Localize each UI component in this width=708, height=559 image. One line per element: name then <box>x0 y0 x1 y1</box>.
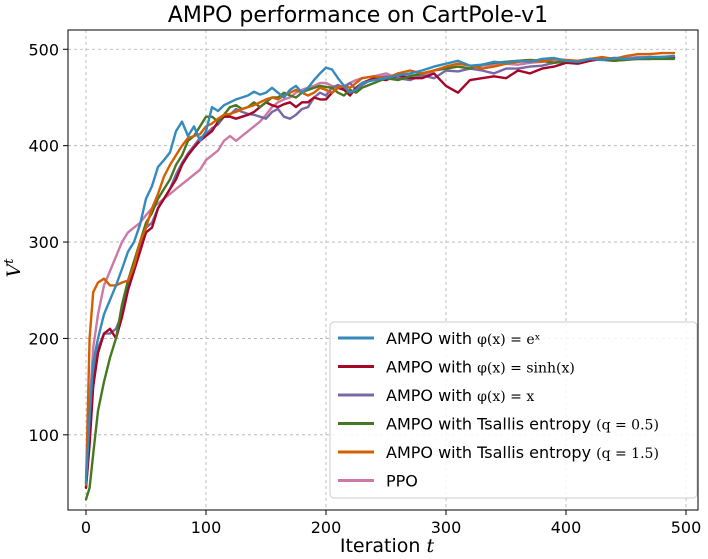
y-tick-label: 400 <box>28 137 59 156</box>
y-axis-label: Vt <box>2 258 25 278</box>
series-line <box>84 54 676 485</box>
y-tick-label: 100 <box>28 426 59 445</box>
x-tick-label: 300 <box>431 518 462 537</box>
legend-entry: AMPO with φ(x) = x <box>386 386 534 405</box>
y-tick-label: 200 <box>28 329 59 348</box>
legend-frame <box>329 321 698 499</box>
x-tick-label: 500 <box>671 518 702 537</box>
x-tick-label: 200 <box>311 518 342 537</box>
x-tick-label: 400 <box>551 518 582 537</box>
y-tick-label: 300 <box>28 233 59 252</box>
legend-entry: PPO <box>386 472 418 491</box>
series-line <box>84 56 676 489</box>
legend-entry: AMPO with Tsallis entropy (q = 0.5) <box>386 415 659 434</box>
plot-frame <box>67 29 699 511</box>
x-tick-label: 100 <box>191 518 222 537</box>
legend-entry: AMPO with φ(x) = sinh(x) <box>386 358 575 377</box>
legend: AMPO with φ(x) = eˣ AMPO with φ(x) = sinh… <box>329 321 698 499</box>
y-tick-label: 500 <box>28 40 59 59</box>
series-lines <box>84 51 676 501</box>
legend-entry: AMPO with Tsallis entropy (q = 1.5) <box>386 443 659 462</box>
x-tick-label: 0 <box>81 518 91 537</box>
legend-entry: AMPO with φ(x) = eˣ <box>386 329 541 348</box>
chart-title: AMPO performance on CartPole-v1 <box>168 3 548 28</box>
axis-ticks: 0 100 200 300 400 500 100 200 300 400 500 <box>28 40 701 537</box>
x-axis-label: Iteration t <box>340 535 435 557</box>
